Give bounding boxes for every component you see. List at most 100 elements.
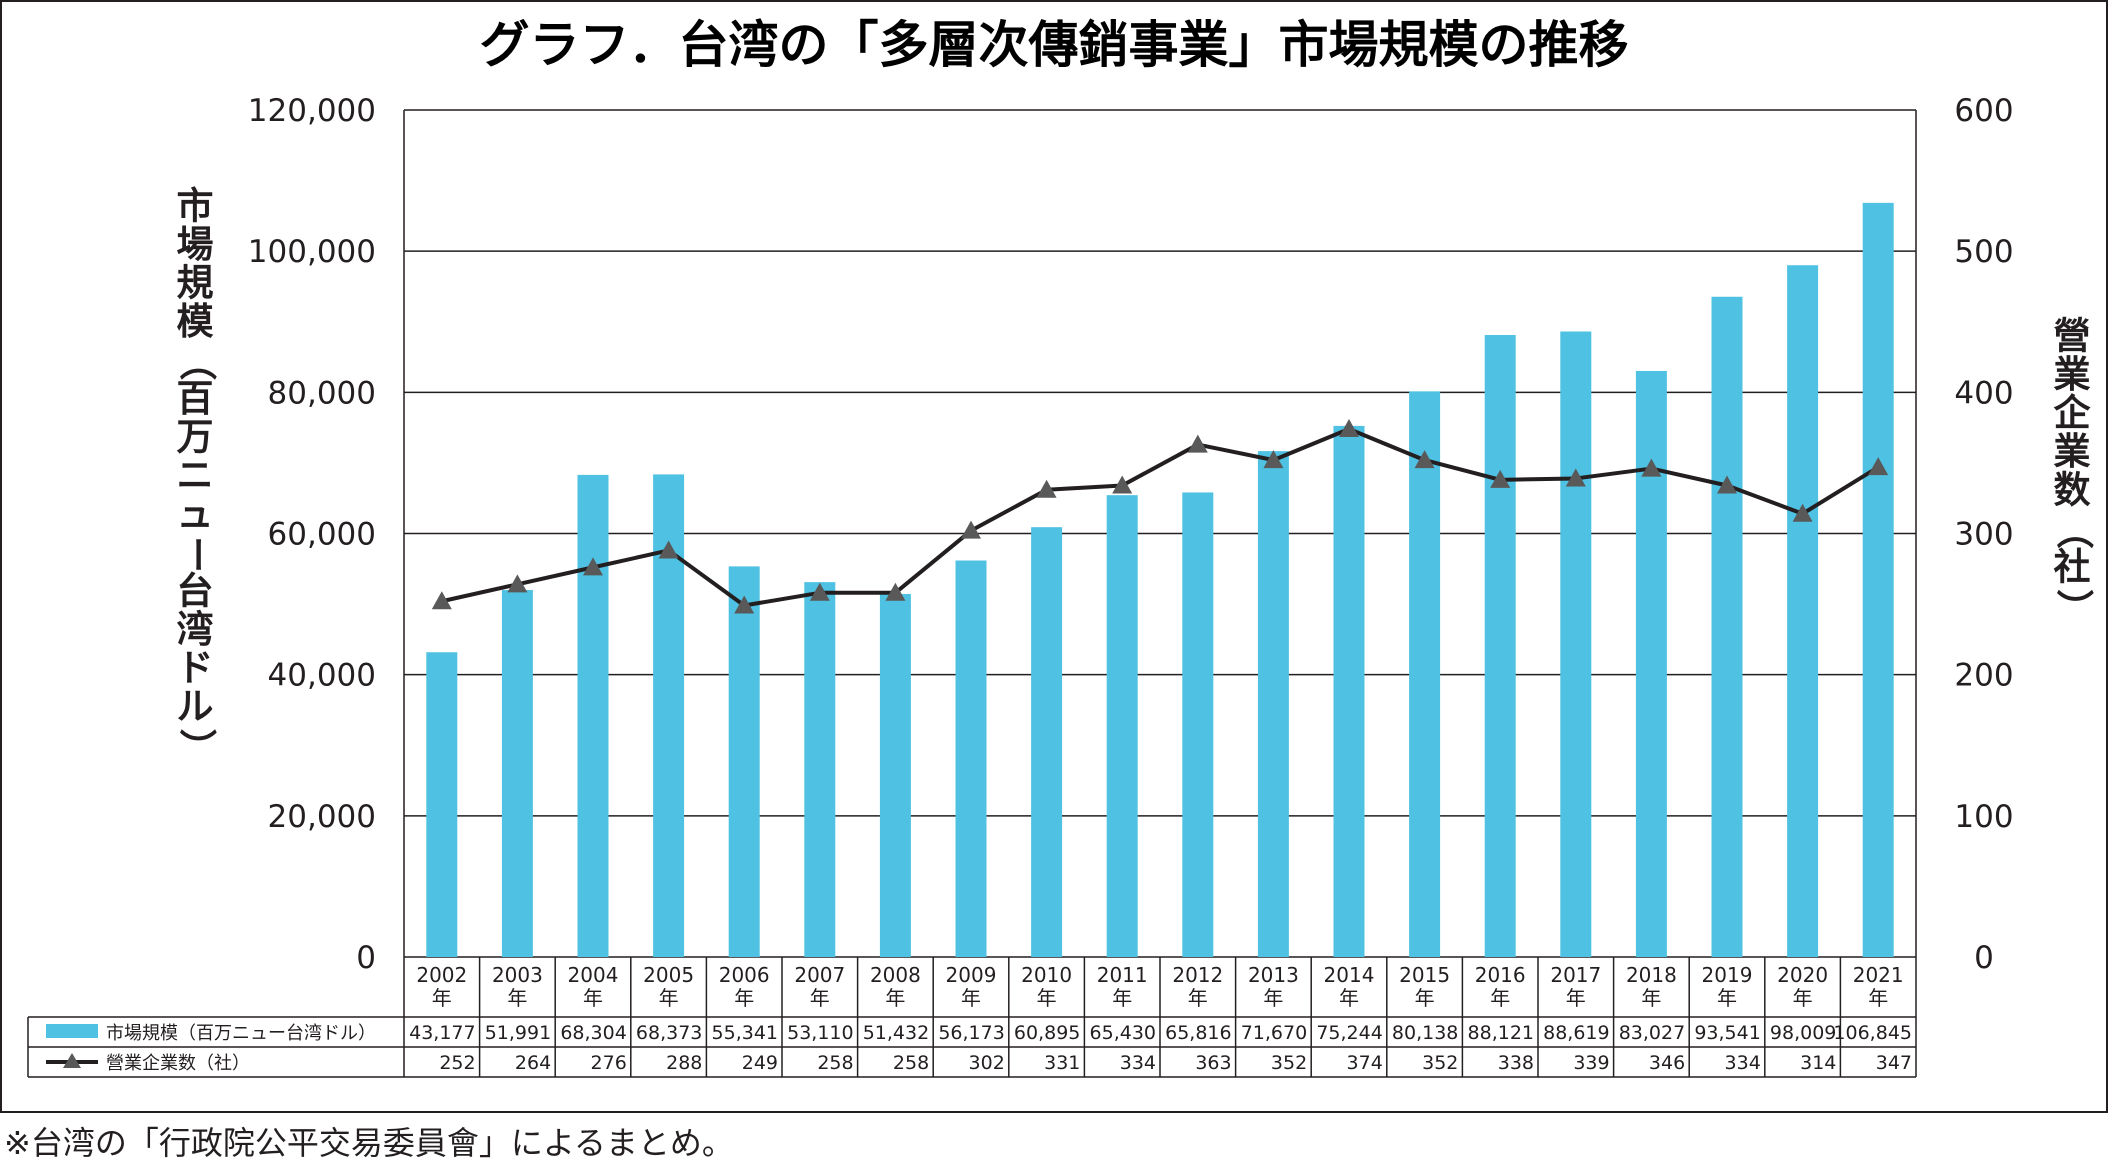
legend-label: 營業企業数（社） bbox=[106, 1053, 250, 1074]
data-label: 302 bbox=[969, 1052, 1005, 1074]
right-axis-label-char: 数 bbox=[2054, 469, 2091, 512]
line-marker bbox=[431, 591, 452, 610]
data-label: 314 bbox=[1800, 1052, 1836, 1074]
data-label: 53,110 bbox=[787, 1022, 853, 1044]
line-marker bbox=[507, 574, 528, 593]
data-label: 65,816 bbox=[1165, 1022, 1231, 1044]
x-tick-label: 2020 bbox=[1777, 963, 1828, 987]
left-axis-label-char: 万 bbox=[177, 416, 214, 459]
line-marker bbox=[1717, 475, 1737, 494]
bar bbox=[1560, 331, 1592, 957]
x-tick-label: 年 bbox=[885, 986, 905, 1010]
footnote: ※台湾の「行政院公平交易委員會」によるまとめ。 bbox=[4, 1124, 734, 1162]
bar bbox=[1333, 425, 1365, 957]
gridlines bbox=[403, 109, 1917, 1077]
bar bbox=[1031, 527, 1063, 957]
x-tick-label: 年 bbox=[1868, 986, 1888, 1010]
x-tick-label: 2017 bbox=[1550, 963, 1601, 987]
bar bbox=[1106, 495, 1138, 957]
line-marker bbox=[1187, 434, 1208, 453]
y2-tick-label: 100 bbox=[1954, 799, 2013, 835]
right-axis-label: 營業企業数（社） bbox=[2053, 315, 2096, 627]
right-axis-label-char: 營 bbox=[2054, 315, 2091, 358]
right-axis-label-char: 業 bbox=[2054, 353, 2091, 396]
x-tick-label: 年 bbox=[1717, 986, 1737, 1010]
data-label: 93,541 bbox=[1694, 1022, 1760, 1044]
bar bbox=[426, 652, 458, 957]
x-tick-label: 2002 bbox=[416, 963, 467, 987]
y2-tick-label: 600 bbox=[1954, 93, 2013, 129]
line-marker bbox=[809, 582, 830, 601]
line-marker bbox=[1490, 469, 1511, 488]
data-label: 80,138 bbox=[1392, 1022, 1458, 1044]
y2-tick-label: 500 bbox=[1954, 234, 2013, 270]
line-marker bbox=[1565, 468, 1586, 487]
x-tick-label: 2004 bbox=[568, 963, 619, 987]
bar bbox=[1182, 492, 1214, 957]
line-marker bbox=[583, 557, 603, 576]
x-tick-label: 2010 bbox=[1021, 963, 1072, 987]
line-marker bbox=[885, 582, 906, 601]
x-tick-label: 年 bbox=[1793, 986, 1813, 1010]
x-tick-label: 2013 bbox=[1248, 963, 1299, 987]
left-axis-label-char: ニ bbox=[177, 454, 214, 497]
data-label: 252 bbox=[439, 1052, 475, 1074]
bar bbox=[1484, 335, 1516, 958]
left-axis-label-char: ド bbox=[177, 647, 214, 690]
left-axis-label-char: 規 bbox=[177, 262, 214, 305]
data-label: 352 bbox=[1422, 1052, 1458, 1074]
right-axis-ticks: 0 100 200 300 400 500 600 bbox=[1954, 93, 2013, 976]
right-axis-label-char: 業 bbox=[2054, 430, 2091, 473]
data-label: 106,845 bbox=[1833, 1022, 1912, 1044]
bar bbox=[1711, 296, 1743, 957]
bar bbox=[804, 582, 836, 957]
data-label: 339 bbox=[1573, 1052, 1609, 1074]
x-tick-label: 年 bbox=[1112, 986, 1132, 1010]
x-tick-label: 年 bbox=[810, 986, 830, 1010]
line-marker bbox=[1641, 458, 1662, 477]
legend-swatch-bar bbox=[46, 1024, 98, 1038]
data-label: 249 bbox=[742, 1052, 778, 1074]
left-axis-label-char: ル bbox=[177, 685, 214, 728]
left-axis-label-char: 模 bbox=[177, 300, 214, 343]
data-table: 2002年43,1772522003年51,9912642004年68,3042… bbox=[27, 957, 1917, 1078]
chart-frame bbox=[0, 0, 2108, 1113]
chart: グラフ．台湾の「多層次傳銷事業」市場規模の推移 0 20,000 40,000 60,… bbox=[27, 16, 2096, 1078]
line-series bbox=[431, 419, 1889, 614]
data-label: 346 bbox=[1649, 1052, 1685, 1074]
y-tick-label: 40,000 bbox=[268, 658, 376, 694]
y-tick-label: 0 bbox=[356, 940, 376, 976]
data-label: 75,244 bbox=[1316, 1022, 1382, 1044]
data-label: 352 bbox=[1271, 1052, 1307, 1074]
bar-series bbox=[426, 202, 1894, 958]
left-axis-label-char: 台 bbox=[177, 570, 214, 613]
y-tick-label: 100,000 bbox=[248, 234, 376, 270]
x-tick-label: 年 bbox=[1641, 986, 1661, 1010]
left-axis-label-char: 百 bbox=[177, 377, 214, 420]
data-label: 338 bbox=[1498, 1052, 1534, 1074]
data-label: 71,670 bbox=[1241, 1022, 1307, 1044]
x-tick-label: 2019 bbox=[1702, 963, 1753, 987]
right-axis-label-char: 社 bbox=[2054, 546, 2091, 589]
left-axis-label-char: ュ bbox=[177, 493, 214, 536]
bar bbox=[955, 560, 987, 957]
data-label: 56,173 bbox=[938, 1022, 1004, 1044]
data-label: 363 bbox=[1195, 1052, 1231, 1074]
x-tick-label: 2003 bbox=[492, 963, 543, 987]
data-label: 43,177 bbox=[409, 1022, 475, 1044]
data-label: 51,991 bbox=[485, 1022, 551, 1044]
x-tick-label: 年 bbox=[1566, 986, 1586, 1010]
data-label: 334 bbox=[1725, 1052, 1761, 1074]
right-axis-label-char: ） bbox=[2053, 589, 2096, 626]
data-label: 276 bbox=[591, 1052, 627, 1074]
x-tick-label: 2009 bbox=[946, 963, 997, 987]
y-tick-label: 80,000 bbox=[268, 375, 376, 411]
bar bbox=[879, 593, 911, 957]
y-tick-label: 60,000 bbox=[268, 517, 376, 553]
data-label: 288 bbox=[666, 1052, 702, 1074]
data-label: 334 bbox=[1120, 1052, 1156, 1074]
data-label: 68,373 bbox=[636, 1022, 702, 1044]
bar bbox=[1787, 265, 1819, 957]
x-tick-label: 年 bbox=[734, 986, 754, 1010]
x-tick-label: 2011 bbox=[1097, 963, 1148, 987]
